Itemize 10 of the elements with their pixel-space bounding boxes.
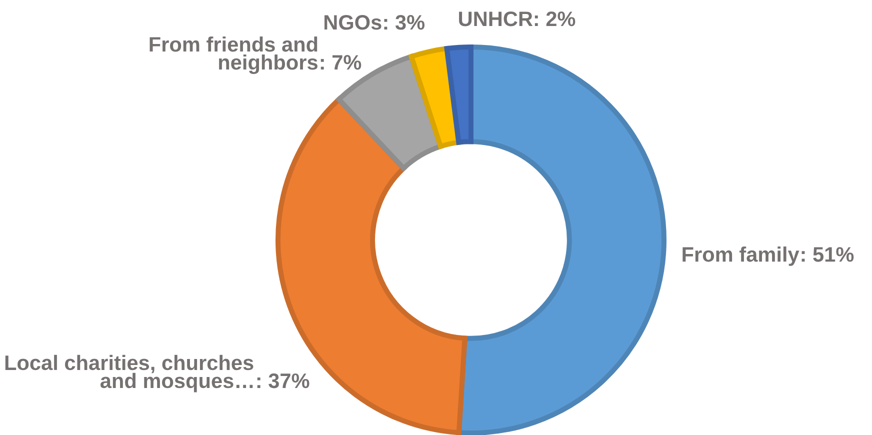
data-label: : 37% xyxy=(257,373,310,388)
slice-label: NGOs xyxy=(324,15,382,30)
data-label: : 3% xyxy=(384,15,425,30)
slice-label: Local charities, churches and mosques… xyxy=(5,354,254,392)
data-label: : 51% xyxy=(802,247,854,262)
data-label: : 2% xyxy=(534,12,576,26)
slice-label: UNHCR xyxy=(459,12,533,26)
slice-label: From friends and neighbors xyxy=(150,36,318,74)
data-label: : 7% xyxy=(320,55,362,70)
slice-label: From family xyxy=(682,246,800,266)
